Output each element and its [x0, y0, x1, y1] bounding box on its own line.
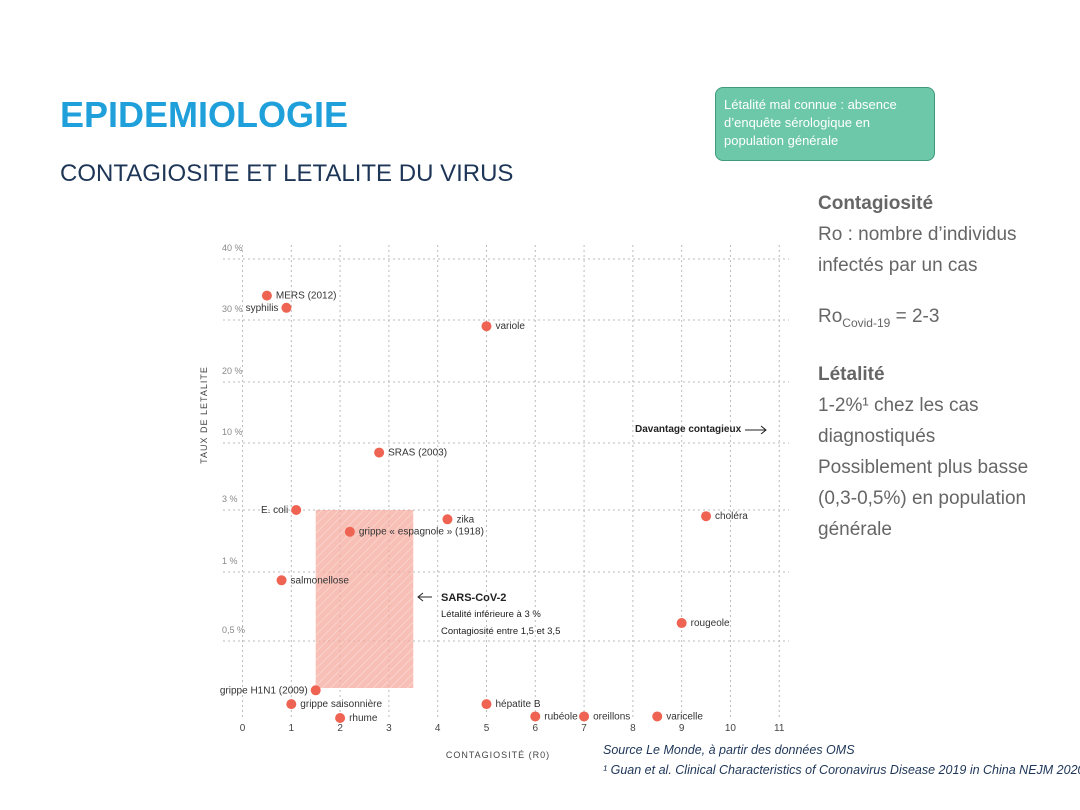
- sources: Source Le Monde, à partir des données OM…: [603, 740, 1080, 780]
- data-point: [276, 575, 287, 586]
- data-point: [310, 685, 321, 696]
- data-point: [281, 302, 292, 313]
- point-label: MERS (2012): [276, 291, 337, 302]
- side-panel: Contagiosité Ro : nombre d’individus inf…: [818, 188, 1058, 545]
- x-tick-label: 0: [240, 723, 246, 734]
- point-label: choléra: [715, 511, 748, 522]
- slide-title: EPIDEMIOLOGIE: [60, 94, 349, 135]
- note-text: Létalité mal connue : absence d’enquête …: [724, 97, 897, 148]
- data-point: [530, 711, 541, 722]
- point-label: variole: [495, 321, 525, 332]
- panel-heading: Létalité: [818, 363, 885, 385]
- point-label: E. coli: [261, 505, 288, 516]
- y-tick-label: 1 %: [222, 556, 238, 566]
- y-tick-label: 0,5 %: [222, 625, 245, 635]
- x-tick-label: 10: [725, 723, 737, 734]
- point-label: varicelle: [666, 711, 703, 722]
- y-axis-label: TAUX DE LETALITE: [199, 366, 209, 464]
- panel-text: Possiblement plus basse (0,3-0,5%) en po…: [818, 456, 1029, 540]
- data-point: [286, 699, 297, 710]
- x-tick-label: 9: [679, 723, 685, 734]
- data-point: [676, 618, 687, 629]
- r0-sub: Covid-19: [842, 315, 891, 330]
- data-point: [442, 514, 453, 525]
- arrow: [417, 592, 432, 602]
- x-tick-label: 2: [337, 723, 343, 734]
- data-point: [652, 711, 663, 722]
- annotation: Létalité inférieure à 3 %: [441, 609, 541, 620]
- data-point: [291, 505, 302, 515]
- y-tick-label: 3 %: [222, 494, 238, 504]
- data-point: [481, 699, 492, 710]
- point-label: rougeole: [691, 618, 730, 629]
- point-label: salmonellose: [291, 575, 350, 586]
- annotation: Contagiosité entre 1,5 et 3,5: [441, 626, 560, 637]
- point-label: oreillons: [593, 711, 630, 722]
- panel-heading: Contagiosité: [818, 193, 934, 214]
- x-tick-label: 4: [435, 723, 441, 734]
- y-tick-label: 20 %: [222, 366, 243, 376]
- y-tick-label: 40 %: [222, 243, 243, 253]
- panel-text: Ro : nombre d’individus infectés par un …: [818, 224, 1017, 276]
- note-box: Létalité mal connue : absence d’enquête …: [715, 87, 935, 161]
- point-label: syphilis: [246, 303, 279, 314]
- r0-value: = 2-3: [890, 306, 940, 327]
- reference: ¹ Guan et al. Clinical Characteristics o…: [603, 763, 1080, 777]
- source: Source Le Monde, à partir des données OM…: [603, 743, 855, 757]
- data-point: [481, 321, 492, 332]
- x-tick-label: 3: [386, 723, 392, 734]
- point-label: grippe saisonnière: [300, 699, 382, 710]
- data-point: [344, 526, 355, 537]
- x-tick-label: 5: [484, 723, 490, 734]
- x-tick-label: 6: [532, 723, 538, 734]
- y-tick-label: 10 %: [222, 427, 243, 437]
- x-tick-label: 8: [630, 723, 636, 734]
- annotation: SARS-CoV-2: [441, 592, 506, 604]
- y-tick-label: 30 %: [222, 304, 243, 314]
- panel-text: 1-2%¹ chez les cas diagnostiqués: [818, 394, 979, 447]
- point-label: grippe H1N1 (2009): [220, 685, 308, 696]
- data-point: [579, 711, 590, 722]
- r0-line: RoCovid-19 = 2-3: [818, 301, 1058, 339]
- x-tick-label: 11: [774, 723, 785, 734]
- data-point: [261, 290, 272, 301]
- x-tick-label: 1: [289, 723, 295, 734]
- point-label: SRAS (2003): [388, 448, 447, 459]
- data-point: [701, 511, 712, 522]
- annotation: Davantage contagieux: [635, 424, 742, 435]
- point-label: zika: [456, 514, 474, 525]
- point-label: rhume: [349, 713, 378, 724]
- point-label: rubéole: [544, 711, 578, 722]
- arrow: [745, 425, 767, 435]
- point-label: grippe « espagnole » (1918): [359, 527, 484, 538]
- r0: Ro: [818, 306, 843, 327]
- highlight-hatch: [315, 510, 414, 688]
- data-point: [335, 713, 346, 723]
- point-label: hépatite B: [495, 699, 540, 710]
- x-axis-label: CONTAGIOSITÉ (R0): [446, 750, 550, 760]
- data-point: [374, 447, 385, 458]
- slide-subtitle: CONTAGIOSITE ET LETALITE DU VIRUS: [60, 160, 514, 187]
- x-tick-label: 7: [581, 723, 587, 734]
